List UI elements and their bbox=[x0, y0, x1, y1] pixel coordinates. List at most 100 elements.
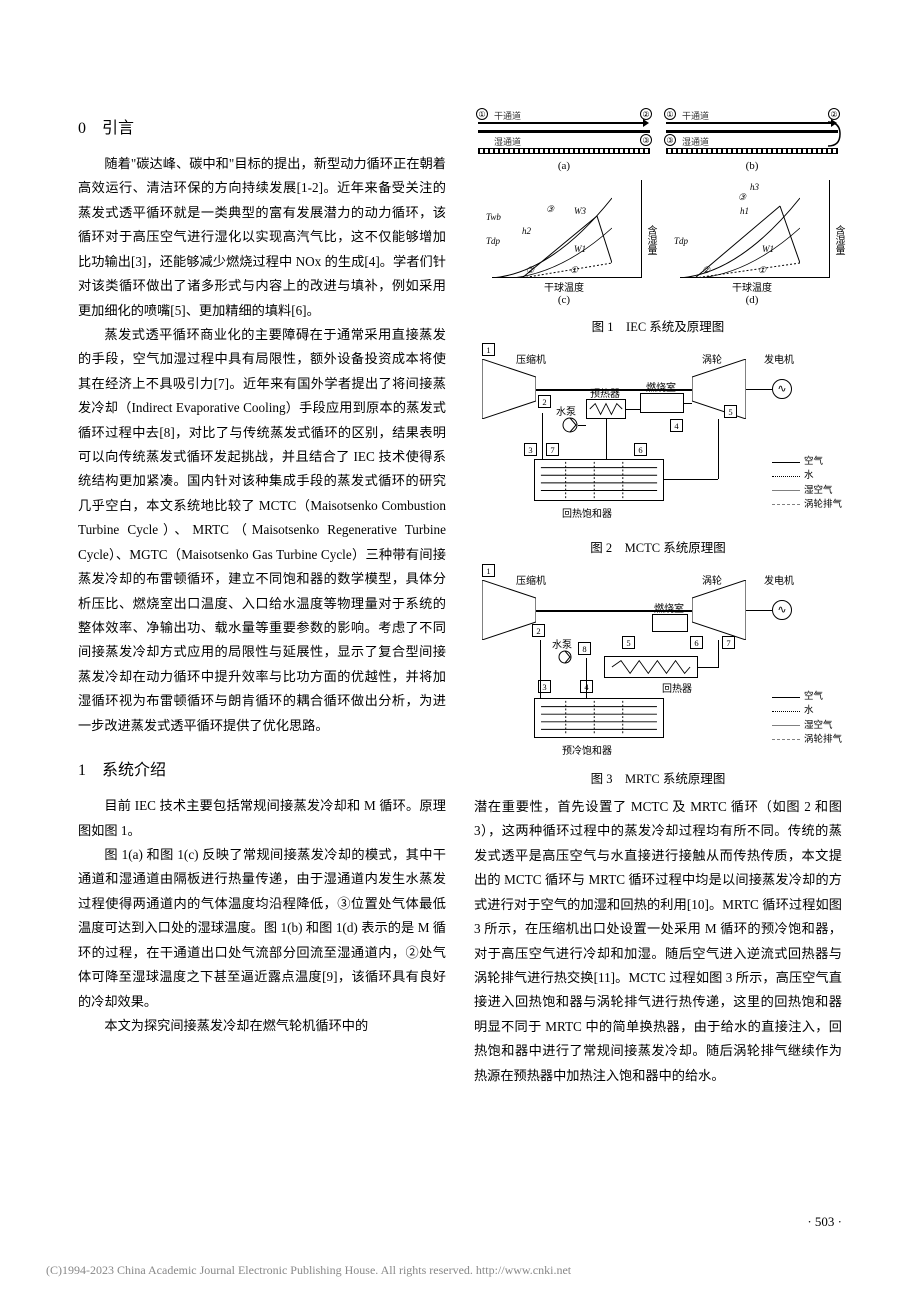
fig1b-dry-label: 干通道 bbox=[682, 109, 709, 122]
fig3-combustor-label: 燃烧室 bbox=[654, 600, 684, 615]
fig1a-node-3: ③ bbox=[640, 134, 652, 146]
fig3-compressor-icon bbox=[482, 580, 536, 640]
fig1c-curves bbox=[492, 188, 612, 278]
fig2-leg-exhaust: 涡轮排气 bbox=[804, 498, 842, 512]
fig1c-xlabel: 干球温度 bbox=[544, 279, 584, 294]
figure-1: ① 干通道 ② 湿通道 ③ (a) ① 干通道 ② bbox=[474, 108, 842, 335]
fig3-node-8: 8 bbox=[578, 642, 591, 655]
fig2-node-1: 1 bbox=[482, 343, 495, 356]
fig1c-w3: W3 bbox=[574, 206, 586, 216]
fig2-node-3: 3 bbox=[524, 443, 537, 456]
fig2-node-7: 7 bbox=[546, 443, 559, 456]
fig1c-ylabel: 含湿量 bbox=[643, 225, 658, 255]
fig3-pump-label: 水泵 bbox=[552, 636, 572, 651]
section-1-para-3: 本文为探究间接蒸发冷却在燃气轮机循环中的 bbox=[78, 1014, 446, 1038]
copyright-text: (C)1994-2023 China Academic Journal Elec… bbox=[46, 1263, 571, 1278]
fig3-node-5: 5 bbox=[622, 636, 635, 649]
fig1-panel-b: ① 干通道 ② ③ 湿通道 (b) bbox=[662, 108, 842, 170]
fig2-preheater-label: 预热器 bbox=[590, 385, 620, 400]
fig1d-tdp: Tdp bbox=[674, 236, 688, 246]
fig3-node-6: 6 bbox=[690, 636, 703, 649]
figure-2: 1 压缩机 涡轮 发电机 ∿ 燃烧室 bbox=[474, 343, 842, 556]
fig1a-wet-label: 湿通道 bbox=[494, 135, 521, 148]
fig2-saturator-label: 回热饱和器 bbox=[562, 505, 612, 520]
fig1d-yaxis bbox=[829, 180, 830, 278]
fig1a-dry-line bbox=[478, 122, 644, 124]
fig1d-label: (d) bbox=[746, 294, 759, 306]
fig2-line-5 bbox=[684, 403, 692, 404]
fig2-generator-label: 发电机 bbox=[764, 351, 794, 366]
fig1b-node-1: ① bbox=[664, 108, 676, 120]
fig1a-node-1: ① bbox=[476, 108, 488, 120]
fig3-recuperator bbox=[604, 656, 698, 678]
fig3-node-7: 7 bbox=[722, 636, 735, 649]
rightcol-para: 潜在重要性，首先设置了 MCTC 及 MRTC 循环（如图 2 和图 3），这两… bbox=[474, 795, 842, 1088]
section-1-para-2: 图 1(a) 和图 1(c) 反映了常规间接蒸发冷却的模式，其中干通道和湿通道由… bbox=[78, 843, 446, 1014]
fig3-combustor bbox=[652, 614, 688, 632]
fig3-gen-shaft bbox=[746, 610, 772, 611]
fig1-panel-a: ① 干通道 ② 湿通道 ③ (a) bbox=[474, 108, 654, 170]
fig3-pump-icon bbox=[558, 650, 572, 664]
fig1a-divider bbox=[478, 130, 650, 133]
fig1a-dry-label: 干通道 bbox=[494, 109, 521, 122]
fig2-preheater bbox=[586, 399, 626, 419]
fig3-caption: 图 3 MRTC 系统原理图 bbox=[474, 768, 842, 787]
fig2-gen-shaft bbox=[746, 389, 772, 390]
fig3-line-2 bbox=[586, 658, 587, 698]
section-1-para-1: 目前 IEC 技术主要包括常规间接蒸发冷却和 M 循环。原理图如图 1。 bbox=[78, 794, 446, 843]
fig1d-h3: h3 bbox=[750, 182, 759, 192]
fig1d-xlabel: 干球温度 bbox=[732, 279, 772, 294]
fig3-node-2: 2 bbox=[532, 624, 545, 637]
fig3-leg-water: 水 bbox=[804, 704, 814, 718]
fig1a-wet-line bbox=[478, 148, 650, 154]
fig3-recuperator-label: 回热器 bbox=[662, 680, 692, 695]
fig3-line-3 bbox=[718, 640, 719, 668]
fig2-generator-icon: ∿ bbox=[772, 379, 792, 399]
page-number: · 503 · bbox=[807, 1214, 842, 1230]
page-container: 0 引言 随着"碳达峰、碳中和"目标的提出，新型动力循环正在朝着高效运行、清洁环… bbox=[0, 0, 920, 1138]
fig2-leg-air: 空气 bbox=[804, 455, 823, 469]
fig3-leg-air: 空气 bbox=[804, 690, 823, 704]
fig2-pump-icon bbox=[562, 417, 578, 433]
fig2-leg-water: 水 bbox=[804, 469, 814, 483]
fig3-presaturator bbox=[534, 698, 664, 738]
fig3-line-1 bbox=[540, 640, 541, 698]
fig1d-w1: W1 bbox=[762, 244, 774, 254]
fig1d-h1: h1 bbox=[740, 206, 749, 216]
fig2-node-5: 5 bbox=[724, 405, 737, 418]
fig2-line-7 bbox=[664, 479, 718, 480]
fig2-pump-label: 水泵 bbox=[556, 403, 576, 418]
fig3-leg-exhaust: 涡轮排气 bbox=[804, 733, 842, 747]
left-column: 0 引言 随着"碳达峰、碳中和"目标的提出，新型动力循环正在朝着高效运行、清洁环… bbox=[78, 108, 446, 1088]
figure-3: 1 压缩机 涡轮 发电机 ∿ 燃烧室 2 水泵 8 5 bbox=[474, 564, 842, 787]
section-0-heading: 0 引言 bbox=[78, 114, 446, 138]
fig1b-divider bbox=[666, 130, 838, 133]
fig2-node-6: 6 bbox=[634, 443, 647, 456]
fig3-line-4 bbox=[698, 667, 718, 668]
section-0-para-1: 随着"碳达峰、碳中和"目标的提出，新型动力循环正在朝着高效运行、清洁环保的方向持… bbox=[78, 152, 446, 323]
fig1-caption: 图 1 IEC 系统及原理图 bbox=[474, 316, 842, 335]
fig1b-node-3: ③ bbox=[664, 134, 676, 146]
fig2-turbine-icon bbox=[692, 359, 746, 419]
fig1c-h2: h2 bbox=[522, 226, 531, 236]
section-1-heading: 1 系统介绍 bbox=[78, 756, 446, 780]
fig2-legend: 空气 水 湿空气 涡轮排气 bbox=[772, 455, 842, 512]
fig1c-yaxis bbox=[641, 180, 642, 278]
fig2-line-4 bbox=[626, 409, 640, 410]
fig2-combustor-label: 燃烧室 bbox=[646, 379, 676, 394]
fig1c-w1: W1 bbox=[574, 244, 586, 254]
fig1c-label: (c) bbox=[558, 294, 570, 306]
fig2-line-2 bbox=[578, 425, 586, 426]
fig1c-twb: Twb bbox=[486, 212, 501, 222]
fig3-leg-wetair: 湿空气 bbox=[804, 719, 833, 733]
fig2-caption: 图 2 MCTC 系统原理图 bbox=[474, 537, 842, 556]
fig2-combustor bbox=[640, 393, 684, 413]
fig2-line-6 bbox=[718, 419, 719, 479]
fig2-line-1 bbox=[542, 413, 543, 459]
fig1b-dry-line bbox=[666, 122, 832, 124]
fig3-legend: 空气 水 湿空气 涡轮排气 bbox=[772, 690, 842, 747]
fig1-panel-c: Twb Tdp h2 ③ W3 W1 ② ① 干球温度 含湿量 (c) bbox=[474, 174, 654, 302]
fig2-node-2: 2 bbox=[538, 395, 551, 408]
fig1b-wet-line bbox=[666, 148, 838, 154]
fig3-generator-icon: ∿ bbox=[772, 600, 792, 620]
